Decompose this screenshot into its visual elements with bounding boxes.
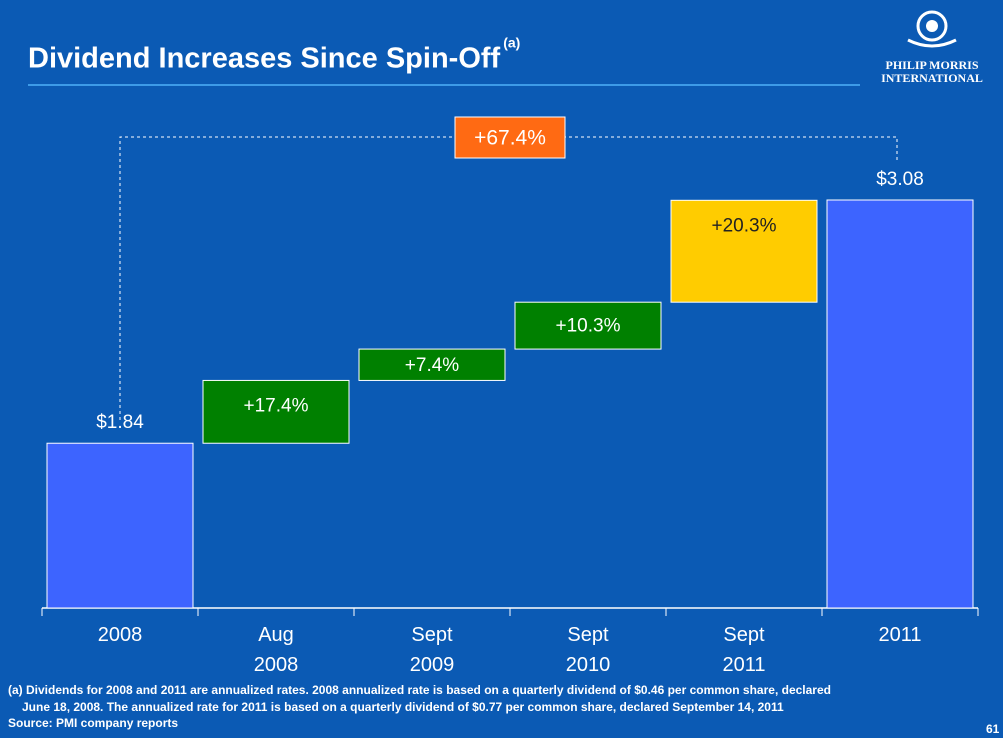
footnote: June 18, 2008. The annualized rate for 2… xyxy=(22,700,784,714)
x-tick-label: Sept 2009 xyxy=(409,624,455,676)
footnote: (a) Dividends for 2008 and 2011 are annu… xyxy=(8,683,831,697)
x-tick-label: 2008 xyxy=(97,624,143,646)
value-label: +7.4% xyxy=(405,355,460,376)
x-tick-label: Aug 2008 xyxy=(253,624,299,676)
value-label: +20.3% xyxy=(712,215,777,236)
logo-text: PHILIP MORRIS xyxy=(885,58,978,72)
x-tick-label: 2011 xyxy=(878,624,922,646)
step xyxy=(358,348,506,381)
step xyxy=(670,199,818,303)
x-tick-label: Sept 2011 xyxy=(722,624,766,676)
title-note: (a) xyxy=(503,35,520,51)
bar xyxy=(46,442,194,609)
value-label: $1.84 xyxy=(96,412,144,433)
x-tick-label: Sept 2010 xyxy=(565,624,611,676)
logo-emblem xyxy=(907,10,957,48)
step xyxy=(202,379,350,444)
chart-title: Dividend Increases Since Spin-Off xyxy=(28,43,501,75)
value-label: +10.3% xyxy=(556,316,621,337)
value-label: $3.08 xyxy=(876,169,924,190)
value-label: +17.4% xyxy=(244,395,309,416)
step xyxy=(514,301,662,350)
source: Source: PMI company reports xyxy=(8,716,179,730)
page-number: 61 xyxy=(986,722,1000,736)
total-change-label: +67.4% xyxy=(474,127,546,150)
logo-text: INTERNATIONAL xyxy=(881,71,983,85)
total-change-box xyxy=(454,116,566,159)
bar xyxy=(826,199,974,609)
